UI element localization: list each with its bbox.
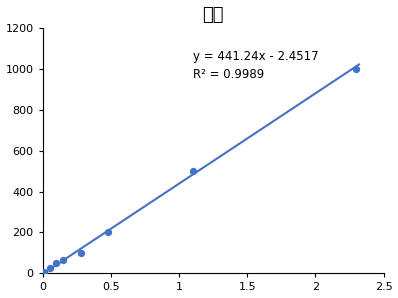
Title: 血锌: 血锌 — [203, 6, 224, 24]
Text: R² = 0.9989: R² = 0.9989 — [193, 69, 264, 81]
Point — [46, 266, 53, 271]
Point — [105, 230, 111, 235]
Point — [41, 270, 47, 275]
Point — [189, 169, 196, 173]
Point — [78, 251, 84, 255]
Point — [60, 258, 66, 263]
Point — [353, 66, 359, 71]
Text: y = 441.24x - 2.4517: y = 441.24x - 2.4517 — [193, 50, 318, 63]
Point — [53, 261, 60, 266]
